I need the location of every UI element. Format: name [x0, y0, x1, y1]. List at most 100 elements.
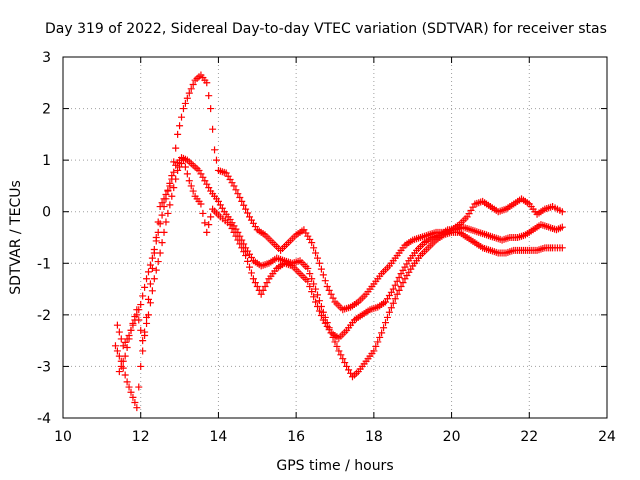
data-point-trace-b — [312, 249, 320, 257]
data-point-trace-a — [113, 347, 121, 355]
data-point-trace-a — [129, 393, 137, 401]
data-point-trace-b — [156, 220, 164, 228]
x-tick-label: 18 — [365, 429, 383, 445]
data-point-trace-b — [205, 92, 213, 100]
data-point-trace-c — [156, 249, 164, 257]
data-point-trace-b — [209, 125, 217, 133]
data-point-trace-a — [306, 270, 314, 278]
data-point-trace-a — [146, 280, 154, 288]
x-axis-label: GPS time / hours — [276, 458, 393, 474]
y-tick-label: 0 — [42, 205, 51, 221]
data-point-trace-c — [143, 319, 151, 327]
data-point-trace-c — [121, 352, 129, 360]
y-tick-label: 1 — [42, 153, 51, 169]
data-point-trace-c — [166, 201, 174, 209]
data-point-trace-c — [115, 368, 123, 376]
data-point-trace-c — [139, 337, 147, 345]
data-point-trace-b — [148, 254, 156, 262]
data-point-trace-b — [183, 94, 191, 102]
data-point-trace-c — [154, 258, 162, 266]
data-point-trace-c — [131, 313, 139, 321]
data-point-trace-c — [391, 281, 399, 289]
y-tick-label: 2 — [42, 102, 51, 118]
data-point-trace-b — [319, 271, 327, 279]
data-point-trace-b — [179, 105, 187, 113]
x-tick-label: 16 — [287, 429, 305, 445]
data-point-trace-b — [144, 268, 152, 276]
axis-ticks — [62, 56, 608, 419]
data-point-trace-c — [236, 240, 244, 248]
data-point-trace-c — [117, 362, 125, 370]
data-point-trace-c — [261, 282, 269, 290]
data-point-trace-c — [259, 286, 267, 294]
data-point-trace-b — [230, 182, 238, 190]
data-point-trace-c — [240, 248, 248, 256]
data-point-trace-c — [146, 299, 154, 307]
data-point-trace-a — [385, 308, 393, 316]
data-point-trace-c — [238, 244, 246, 252]
data-point-trace-a — [387, 304, 395, 312]
data-point-trace-b — [168, 172, 176, 180]
data-point-trace-c — [168, 192, 176, 200]
data-point-trace-a — [121, 371, 129, 379]
data-point-trace-c — [152, 266, 160, 274]
data-point-trace-c — [162, 218, 170, 226]
data-point-trace-c — [312, 298, 320, 306]
data-point-trace-b — [327, 290, 335, 298]
data-point-trace-c — [164, 209, 172, 217]
data-point-trace-b — [152, 237, 160, 245]
data-point-trace-c — [183, 170, 191, 178]
data-point-trace-c — [141, 328, 149, 336]
data-point-trace-c — [137, 326, 145, 334]
data-point-trace-b — [323, 282, 331, 290]
data-point-trace-c — [207, 213, 215, 221]
data-point-trace-b — [234, 190, 242, 198]
data-point-trace-b — [170, 158, 178, 166]
data-point-trace-a — [339, 355, 347, 363]
data-point-trace-a — [393, 290, 401, 298]
data-point-trace-a — [372, 342, 380, 350]
data-point-trace-c — [181, 163, 189, 171]
data-point-trace-c — [315, 307, 323, 315]
data-point-trace-a — [391, 295, 399, 303]
data-point-trace-a — [331, 338, 339, 346]
data-point-trace-c — [232, 232, 240, 240]
data-point-trace-b — [160, 203, 168, 211]
data-point-trace-c — [314, 302, 322, 310]
data-point-trace-c — [197, 200, 205, 208]
data-point-trace-c — [127, 326, 135, 334]
data-point-trace-a — [378, 329, 386, 337]
data-point-trace-c — [306, 282, 314, 290]
data-point-trace-c — [389, 285, 397, 293]
data-point-trace-b — [321, 277, 329, 285]
data-point-trace-b — [207, 105, 215, 113]
data-point-trace-b — [232, 186, 240, 194]
data-point-trace-a — [133, 404, 141, 412]
data-point-trace-a — [382, 319, 390, 327]
data-point-trace-c — [304, 277, 312, 285]
data-point-trace-a — [123, 378, 131, 386]
data-point-trace-c — [253, 282, 261, 290]
data-point-trace-a — [314, 291, 322, 299]
data-point-trace-b — [558, 208, 566, 216]
data-point-trace-b — [141, 283, 149, 291]
x-tick-label: 10 — [54, 429, 72, 445]
data-point-trace-c — [160, 228, 168, 236]
x-tick-label: 12 — [132, 429, 150, 445]
data-point-trace-b — [178, 113, 186, 121]
data-point-trace-c — [119, 357, 127, 365]
data-point-trace-a — [312, 285, 320, 293]
data-point-trace-c — [558, 223, 566, 231]
data-point-trace-c — [185, 177, 193, 185]
data-point-trace-c — [205, 221, 213, 229]
data-point-trace-a — [333, 342, 341, 350]
data-point-trace-c — [150, 275, 158, 283]
data-point-trace-c — [242, 252, 250, 260]
data-point-trace-a — [337, 351, 345, 359]
data-point-trace-b — [238, 197, 246, 205]
data-point-trace-b — [310, 244, 318, 252]
data-point-trace-b — [174, 130, 182, 138]
